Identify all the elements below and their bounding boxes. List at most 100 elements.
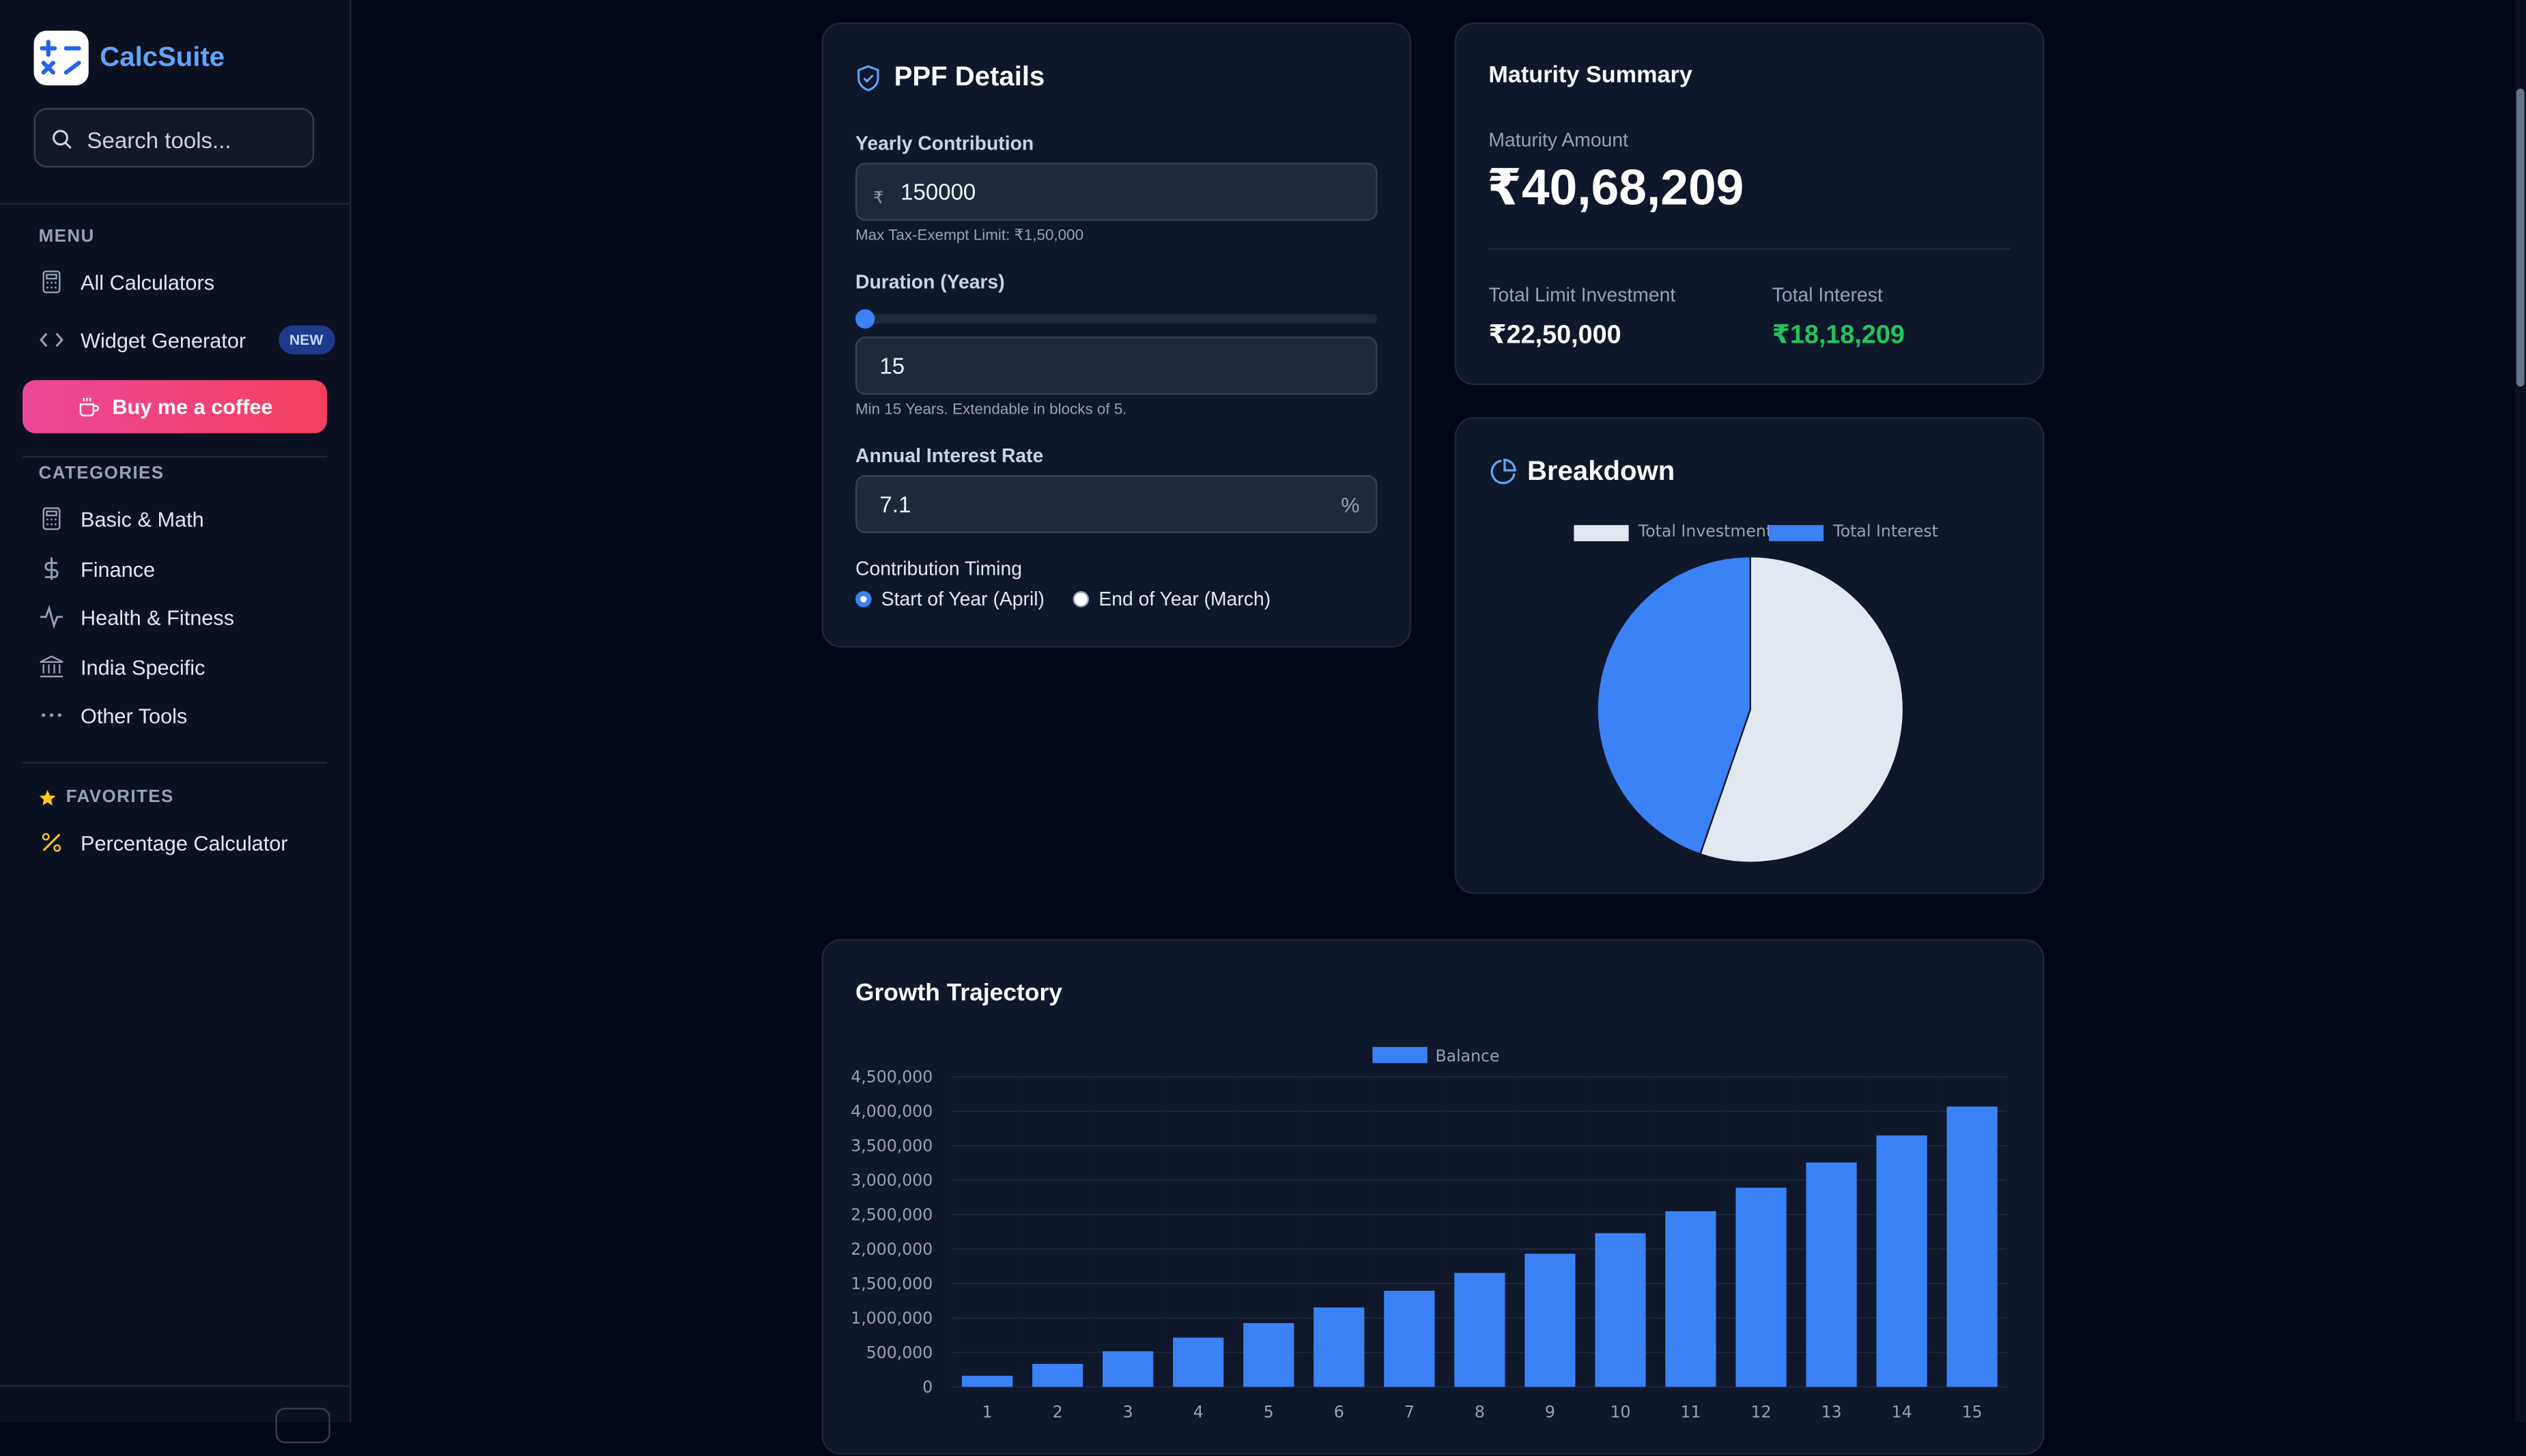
breakdown-card: Breakdown Total Investment Total Interes…: [1454, 417, 2045, 894]
divider: [23, 762, 328, 764]
radio-checked[interactable]: [855, 591, 872, 608]
rupee-icon: ₹: [872, 190, 884, 208]
y-tick-label: 4,500,000: [851, 1068, 933, 1087]
bar-year-14[interactable]: [1876, 1135, 1927, 1387]
x-tick-label: 11: [1680, 1403, 1701, 1422]
nav-label: All Calculators: [80, 270, 215, 294]
interest-label: Total Interest: [1772, 283, 1883, 306]
divider: [0, 203, 350, 205]
divider: [0, 1385, 350, 1387]
card-title: PPF Details: [894, 61, 1045, 92]
nav-widget-generator[interactable]: Widget Generator NEW: [39, 321, 335, 360]
yearly-contribution-label: Yearly Contribution: [855, 132, 1034, 155]
maturity-summary-card: Maturity Summary Maturity Amount ₹40,68,…: [1454, 23, 2045, 385]
bar-year-13[interactable]: [1806, 1162, 1857, 1387]
y-tick-label: 3,000,000: [851, 1171, 933, 1190]
interest-rate-label: Annual Interest Rate: [855, 444, 1044, 468]
menu-heading: MENU: [38, 227, 95, 247]
collapse-sidebar-button[interactable]: [275, 1408, 330, 1444]
x-tick-label: 10: [1610, 1403, 1630, 1422]
y-tick-label: 3,500,000: [851, 1137, 933, 1156]
bar-year-15[interactable]: [1946, 1107, 1998, 1387]
categories-heading: CATEGORIES: [38, 463, 165, 483]
nav-label: Health & Fitness: [80, 605, 235, 629]
legend-total-interest[interactable]: Total Interest: [1768, 524, 1938, 541]
bar-year-8[interactable]: [1454, 1272, 1505, 1387]
calculator-icon: [42, 507, 61, 530]
input-value: 7.1: [879, 491, 911, 517]
duration-slider[interactable]: [855, 309, 1378, 329]
bar-year-9[interactable]: [1524, 1253, 1576, 1387]
bar-year-4[interactable]: [1173, 1337, 1224, 1387]
percent-icon: [42, 833, 61, 852]
radio-end-of-year[interactable]: End of Year (March): [1073, 588, 1271, 610]
nav-label: India Specific: [80, 655, 205, 679]
bar-year-1[interactable]: [962, 1375, 1013, 1387]
input-value: 150000: [900, 178, 976, 205]
x-tick-label: 14: [1892, 1403, 1912, 1422]
nav-percentage-calculator[interactable]: Percentage Calculator: [39, 823, 288, 862]
buy-coffee-button[interactable]: Buy me a coffee: [23, 380, 328, 433]
bar-year-3[interactable]: [1103, 1351, 1154, 1387]
investment-label: Total Limit Investment: [1488, 283, 1676, 306]
y-tick-label: 4,000,000: [851, 1102, 933, 1121]
search-icon: [53, 130, 72, 149]
y-tick-label: 500,000: [866, 1343, 933, 1362]
divider: [1488, 248, 2011, 250]
legend-balance[interactable]: Balance: [1372, 1046, 1500, 1066]
x-tick-label: 9: [1545, 1403, 1555, 1422]
bar-year-10[interactable]: [1595, 1233, 1646, 1387]
x-tick-label: 3: [1123, 1403, 1133, 1422]
y-tick-label: 2,000,000: [851, 1240, 933, 1259]
legend-total-investment[interactable]: Total Investment: [1574, 524, 1772, 541]
x-tick-label: 1: [982, 1403, 993, 1422]
radio-start-of-year[interactable]: Start of Year (April): [855, 588, 1045, 610]
nav-other-tools[interactable]: Other Tools: [39, 696, 187, 734]
nav-label: Finance: [80, 556, 156, 581]
bar-year-6[interactable]: [1314, 1307, 1365, 1387]
app-name[interactable]: CalcSuite: [100, 42, 225, 73]
nav-basic-math[interactable]: Basic & Math: [39, 500, 204, 539]
nav-all-calculators[interactable]: All Calculators: [39, 263, 214, 302]
growth-trajectory-card: Growth Trajectory Balance 0 500,000 1,000,0…: [821, 939, 2045, 1455]
bar-year-11[interactable]: [1665, 1211, 1716, 1387]
interest-value: ₹18,18,209: [1772, 322, 1905, 350]
bar-year-7[interactable]: [1384, 1290, 1435, 1387]
x-tick-label: 13: [1821, 1403, 1842, 1422]
nav-health-fitness[interactable]: Health & Fitness: [39, 597, 234, 636]
slider-thumb[interactable]: [855, 309, 875, 329]
x-tick-label: 6: [1334, 1403, 1344, 1422]
nav-label: Widget Generator: [80, 328, 246, 352]
app-logo-icon[interactable]: [33, 30, 89, 86]
ppf-details-card: PPF Details Yearly Contribution ₹ 150000…: [821, 23, 1412, 648]
yearly-contribution-input[interactable]: ₹ 150000: [855, 162, 1378, 221]
x-tick-label: 15: [1962, 1403, 1983, 1422]
legend-swatch: [1372, 1046, 1428, 1064]
bar-year-2[interactable]: [1032, 1364, 1083, 1387]
legend-swatch: [1574, 524, 1629, 541]
search-box[interactable]: [33, 108, 316, 169]
new-badge: NEW: [278, 325, 335, 355]
duration-input[interactable]: 15: [855, 337, 1378, 395]
yearly-hint: Max Tax-Exempt Limit: ₹1,50,000: [855, 227, 1084, 245]
nav-label: Percentage Calculator: [80, 830, 288, 855]
bar-year-5[interactable]: [1243, 1323, 1294, 1387]
y-tick-label: 2,500,000: [851, 1205, 933, 1225]
bank-icon: [40, 655, 63, 678]
card-title: Maturity Summary: [1488, 63, 1692, 89]
radio-unchecked[interactable]: [1073, 591, 1090, 608]
nav-india-specific[interactable]: India Specific: [39, 648, 205, 687]
input-value: 15: [879, 352, 905, 379]
sidebar: CalcSuite MENU All Calculators Widget Ge…: [0, 0, 352, 1444]
x-tick-label: 5: [1264, 1403, 1274, 1422]
pie-slice-total-interest[interactable]: [1596, 556, 1751, 855]
interest-rate-input[interactable]: 7.1 %: [855, 475, 1378, 534]
nav-finance[interactable]: Finance: [39, 549, 155, 588]
legend-swatch: [1768, 524, 1824, 541]
maturity-value: ₹40,68,209: [1487, 159, 1744, 216]
search-input[interactable]: [83, 109, 316, 169]
shield-check-icon: [857, 65, 879, 91]
dollar-icon: [44, 557, 59, 580]
bar-year-12[interactable]: [1735, 1187, 1787, 1387]
scrollbar-thumb[interactable]: [2516, 88, 2525, 387]
